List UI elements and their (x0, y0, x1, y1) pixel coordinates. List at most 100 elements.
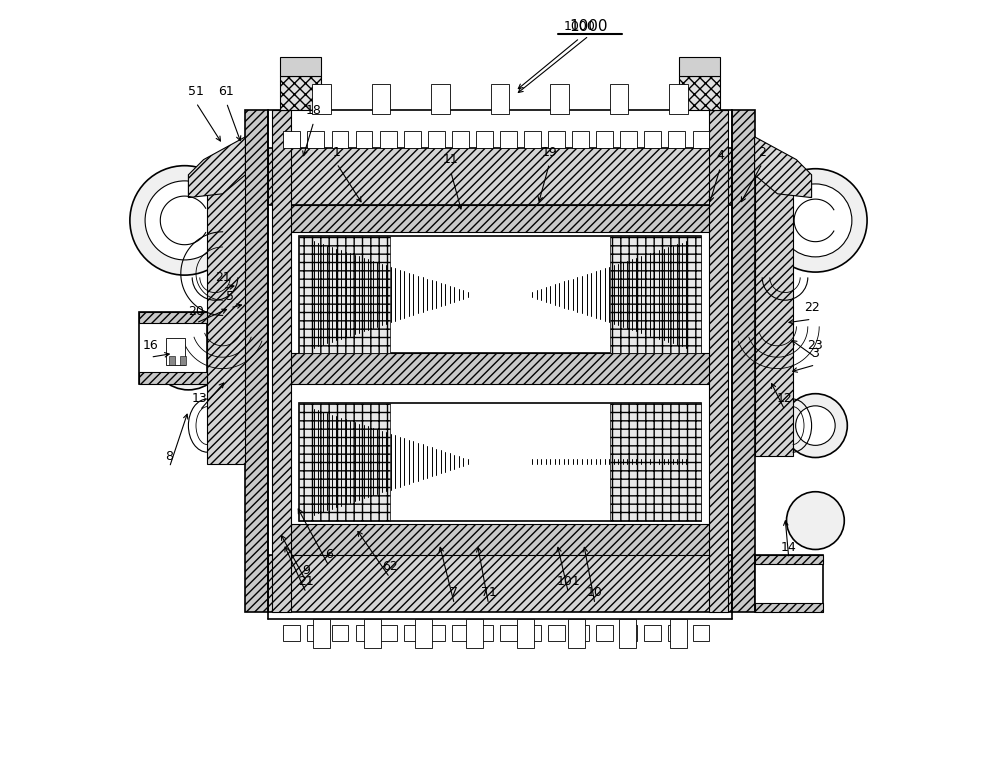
Bar (299, 403, 390, 521)
Circle shape (764, 169, 867, 272)
Bar (572, 131, 589, 148)
Bar (550, 84, 569, 114)
Bar (332, 131, 348, 148)
Text: 23: 23 (808, 339, 823, 353)
Bar (548, 625, 565, 641)
Text: 101: 101 (557, 575, 580, 588)
Bar (709, 110, 728, 612)
Bar (166, 338, 185, 365)
Bar (380, 625, 397, 641)
Bar (268, 555, 732, 612)
Bar (693, 131, 709, 148)
Bar (404, 131, 421, 148)
Bar (755, 175, 793, 456)
Text: 16: 16 (143, 339, 158, 353)
Bar (431, 84, 450, 114)
Bar (299, 403, 701, 521)
Polygon shape (755, 137, 812, 198)
Circle shape (787, 492, 844, 549)
Bar (620, 131, 637, 148)
Bar (139, 312, 207, 323)
Text: 21: 21 (215, 271, 230, 284)
Bar (644, 625, 661, 641)
Bar (620, 625, 637, 641)
Bar (610, 236, 701, 353)
Bar (669, 84, 688, 114)
Circle shape (152, 317, 225, 390)
Bar (356, 131, 372, 148)
Text: 19: 19 (542, 145, 557, 159)
Bar (404, 625, 421, 641)
Bar (356, 625, 372, 641)
Circle shape (783, 394, 847, 458)
Bar (364, 619, 381, 648)
Bar (755, 555, 823, 612)
Bar (596, 131, 613, 148)
Bar (517, 619, 534, 648)
Bar (568, 619, 585, 648)
Bar (524, 625, 541, 641)
Bar (644, 131, 661, 148)
Bar (299, 236, 390, 353)
Bar (670, 619, 687, 648)
Circle shape (166, 331, 211, 376)
Bar (283, 353, 717, 384)
Bar (596, 625, 613, 641)
Bar (283, 131, 300, 148)
Bar (732, 110, 755, 612)
Text: 61: 61 (219, 84, 234, 98)
Bar (268, 148, 732, 205)
Text: 13: 13 (192, 392, 208, 406)
Bar (610, 403, 701, 521)
Polygon shape (188, 137, 245, 198)
Bar (679, 57, 720, 76)
Bar (500, 625, 517, 641)
Text: 14: 14 (781, 540, 797, 554)
Bar (280, 57, 321, 76)
Bar (610, 84, 628, 114)
Text: 2: 2 (758, 145, 766, 159)
Bar (452, 131, 469, 148)
Circle shape (796, 406, 835, 445)
Bar (139, 372, 207, 384)
Bar (491, 84, 509, 114)
Bar (466, 619, 483, 648)
Bar (299, 236, 701, 353)
Bar (180, 356, 186, 365)
Text: 7: 7 (450, 586, 458, 600)
Text: 18: 18 (306, 103, 322, 117)
Text: 62: 62 (382, 559, 398, 573)
Bar (428, 625, 445, 641)
Text: 1: 1 (333, 145, 341, 159)
Bar (272, 110, 291, 612)
Bar (755, 603, 823, 612)
Bar (500, 131, 517, 148)
Bar (283, 625, 300, 641)
Bar (452, 625, 469, 641)
Text: 71: 71 (481, 586, 497, 600)
Bar (280, 76, 321, 110)
Text: 20: 20 (188, 305, 204, 318)
Bar (572, 625, 589, 641)
Bar (679, 76, 720, 110)
Text: 3: 3 (811, 347, 819, 360)
Bar (548, 131, 565, 148)
Bar (207, 175, 245, 464)
Bar (415, 619, 432, 648)
Bar (307, 625, 324, 641)
Bar (693, 625, 709, 641)
Bar (245, 110, 268, 612)
Text: 11: 11 (443, 153, 458, 166)
Bar (283, 524, 717, 555)
Bar (332, 625, 348, 641)
Text: 51: 51 (188, 84, 204, 98)
Bar (668, 625, 685, 641)
Bar (428, 131, 445, 148)
Bar (380, 131, 397, 148)
Text: 22: 22 (804, 301, 819, 315)
Text: 10: 10 (587, 586, 603, 600)
Bar (668, 131, 685, 148)
Bar (372, 84, 390, 114)
Text: 1000: 1000 (564, 20, 596, 33)
Bar (312, 84, 331, 114)
